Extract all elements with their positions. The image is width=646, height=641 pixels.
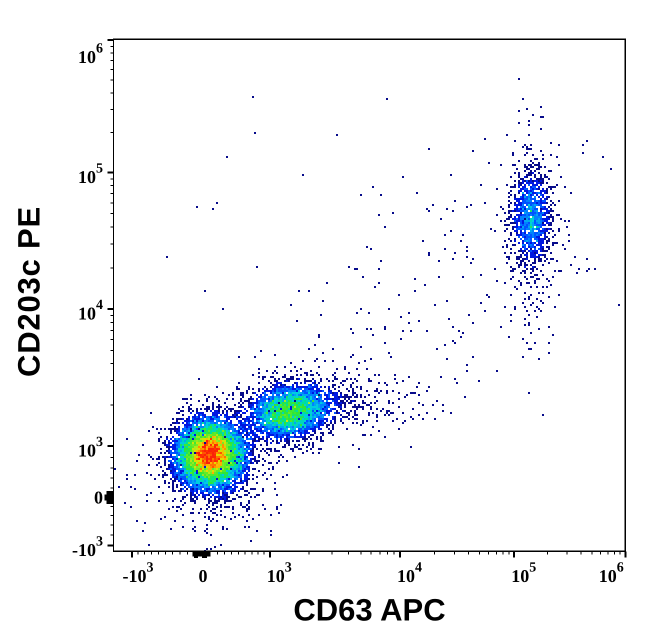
svg-text:CD63 APC: CD63 APC <box>293 593 445 628</box>
svg-text:0: 0 <box>94 488 103 508</box>
svg-text:4: 4 <box>96 298 103 313</box>
svg-text:-10: -10 <box>72 540 96 560</box>
svg-text:10: 10 <box>78 167 96 187</box>
svg-text:6: 6 <box>96 42 103 57</box>
svg-text:10: 10 <box>78 441 96 461</box>
svg-text:10: 10 <box>78 47 96 67</box>
svg-text:3: 3 <box>96 435 103 450</box>
svg-text:CD203c PE: CD203c PE <box>12 206 47 377</box>
svg-text:0: 0 <box>199 566 208 586</box>
svg-text:5: 5 <box>96 162 103 177</box>
svg-text:3: 3 <box>96 535 103 550</box>
svg-text:10: 10 <box>78 304 96 324</box>
